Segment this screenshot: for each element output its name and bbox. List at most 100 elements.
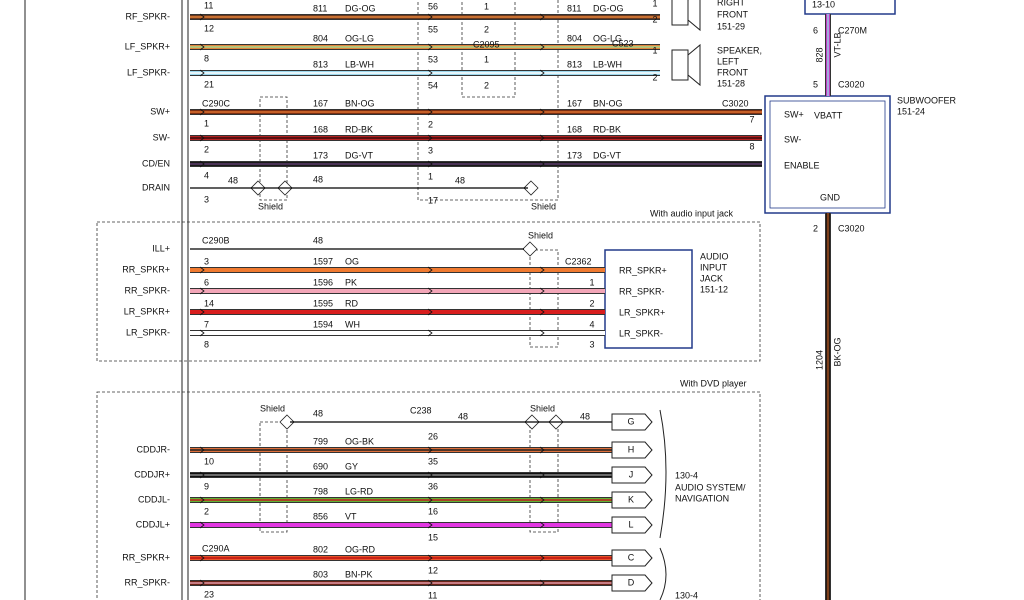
code: OG-BK xyxy=(345,436,374,446)
wire-arrow xyxy=(539,69,545,77)
code: BN-PK xyxy=(345,569,373,579)
label: AUDIO SYSTEM/ xyxy=(675,482,746,492)
wire-arrow xyxy=(539,329,545,337)
wire-arrow xyxy=(539,108,545,116)
speaker-icon xyxy=(687,43,701,87)
pin: 23 xyxy=(204,589,214,599)
component-box xyxy=(804,0,896,15)
label: 130-4 xyxy=(675,470,698,480)
wire-arrow xyxy=(199,554,205,562)
pin-above: 7 xyxy=(204,319,209,329)
wire-arrow xyxy=(199,308,205,316)
label: C270M xyxy=(838,25,867,35)
label: RR_SPKR- xyxy=(124,577,170,587)
label: LR_SPKR+ xyxy=(619,307,665,317)
label: Shield xyxy=(531,201,556,211)
wire-arrow xyxy=(427,579,433,587)
pin: 3 xyxy=(204,194,209,204)
pin: 12 xyxy=(204,23,214,33)
circuit: 799 xyxy=(313,436,328,446)
wire-arrow xyxy=(199,266,205,274)
wire-arrow xyxy=(427,554,433,562)
code-right: DG-OG xyxy=(593,3,624,13)
circuit: 168 xyxy=(313,124,328,134)
label: C2362 xyxy=(565,256,592,266)
label: NAVIGATION xyxy=(675,493,729,503)
connector: L xyxy=(628,519,633,529)
connector xyxy=(611,466,653,484)
wire-arrow xyxy=(427,160,433,168)
wire-arrow xyxy=(427,43,433,51)
pin-mid-below: 11 xyxy=(428,590,437,600)
pin-right: 1 xyxy=(589,277,594,287)
pin-mid-below: 55 xyxy=(428,24,438,34)
circuit: 804 xyxy=(313,33,328,43)
label: With DVD player xyxy=(680,378,747,388)
label: C238 xyxy=(410,405,432,415)
pin-above: 14 xyxy=(204,298,214,308)
code: RD-BK xyxy=(345,124,373,134)
label: LR_SPKR+ xyxy=(124,306,170,316)
label: CDDJR- xyxy=(137,444,171,454)
connector-box xyxy=(417,0,559,201)
pin-mid-above: 36 xyxy=(428,481,438,491)
wire-arrow xyxy=(539,134,545,142)
circuit-right: 804 xyxy=(567,33,582,43)
label: 151-28 xyxy=(717,78,745,88)
circuit: 798 xyxy=(313,486,328,496)
circuit-right: 173 xyxy=(567,150,582,160)
label: INPUT xyxy=(700,262,728,272)
connector: K xyxy=(628,494,634,504)
connector: C xyxy=(628,552,635,562)
code-right: LB-WH xyxy=(593,59,622,69)
wire-arrow xyxy=(539,471,545,479)
code: DG-OG xyxy=(345,3,376,13)
wire-arrow xyxy=(427,108,433,116)
wire-arrow xyxy=(427,13,433,21)
pin: 9 xyxy=(204,481,209,491)
wire-arrow xyxy=(199,43,205,51)
wire-arrow xyxy=(427,521,433,529)
label: 48 xyxy=(580,411,590,421)
wire-arrow xyxy=(427,329,433,337)
label: FRONT xyxy=(717,67,748,77)
circuit-right: 813 xyxy=(567,59,582,69)
brace xyxy=(659,547,667,600)
pin: 4 xyxy=(204,170,209,180)
label: Shield xyxy=(528,230,553,240)
label: LR_SPKR- xyxy=(619,328,663,338)
connector xyxy=(611,574,653,592)
pin-mid-below: 3 xyxy=(428,145,433,155)
pin: 10 xyxy=(204,456,214,466)
code-right: DG-VT xyxy=(593,150,622,160)
circuit: 690 xyxy=(313,461,328,471)
label: CDDJL- xyxy=(138,494,170,504)
label: ILL+ xyxy=(152,243,170,253)
connector: J xyxy=(629,469,634,479)
pin-mid-below: 54 xyxy=(428,80,438,90)
pin-right: 7 xyxy=(749,114,754,124)
label: RR_SPKR+ xyxy=(122,264,170,274)
wire-arrow xyxy=(199,287,205,295)
wire-arrow xyxy=(427,308,433,316)
label: RR_SPKR- xyxy=(124,285,170,295)
wire-arrow xyxy=(539,43,545,51)
label: C290C xyxy=(202,98,231,108)
wire-arrow xyxy=(539,521,545,529)
pin-right: 2 xyxy=(589,298,594,308)
label: LEFT xyxy=(717,56,740,66)
label: 48 xyxy=(228,175,238,185)
code: OG-RD xyxy=(345,544,375,554)
label: JACK xyxy=(700,273,723,283)
pin-mid-below: 12 xyxy=(428,565,438,575)
wire-arrow xyxy=(199,329,205,337)
jack-box xyxy=(604,249,693,349)
circuit: 813 xyxy=(313,59,328,69)
wire-arrow xyxy=(427,471,433,479)
pin: 8 xyxy=(204,53,209,63)
connector xyxy=(611,413,653,431)
circuit: 48 xyxy=(313,174,323,184)
label: 48 xyxy=(458,411,468,421)
circuit: 48 xyxy=(313,408,323,418)
